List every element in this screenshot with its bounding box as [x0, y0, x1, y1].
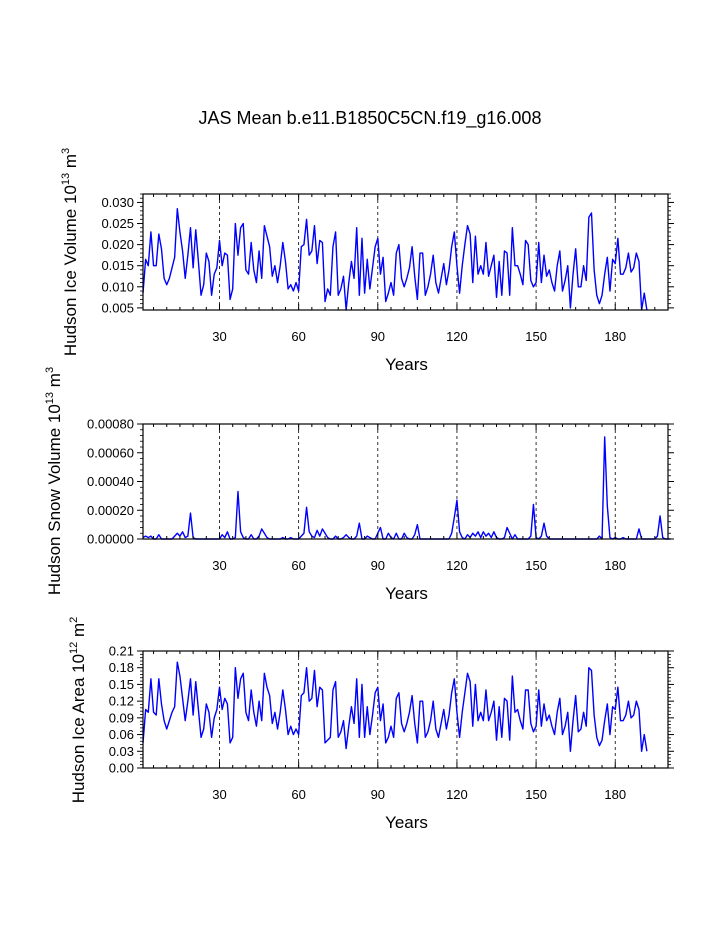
panel3-xtick-label: 180: [604, 787, 626, 802]
panel3-xtick-label: 90: [371, 787, 385, 802]
panel3-xtick-label: 150: [525, 787, 547, 802]
panel1-xtick-label: 60: [291, 329, 305, 344]
panel2-ytick-label: 0.00060: [87, 445, 134, 460]
panel2-ytick-label: 0.00000: [87, 532, 134, 547]
panel2-xtick-label: 90: [371, 558, 385, 573]
panel3-xtick-label: 120: [446, 787, 468, 802]
panel2-xtick-label: 180: [604, 558, 626, 573]
panel2-ytick-label: 0.00040: [87, 474, 134, 489]
panel3-plot-frame: [142, 650, 669, 769]
panel3-ytick-label: 0.21: [109, 644, 134, 659]
panel3-yaxis-title-exp: 12: [68, 642, 80, 654]
panel1-ytick-label: 0.030: [101, 195, 134, 210]
panel3-yaxis-title: Hudson Ice Area 1012 m2: [68, 617, 88, 804]
panel2-ytick-label: 0.00080: [87, 417, 134, 432]
panel2-xtick-label: 60: [291, 558, 305, 573]
panel1-yaxis-title-unit: m: [61, 154, 80, 173]
panel2-xtick-label: 150: [525, 558, 547, 573]
panel3-series-line-0: [142, 661, 648, 752]
panel3-ytick-label: 0.00: [109, 761, 134, 776]
panel3-yaxis-title-unit-exp: 2: [68, 617, 80, 623]
panel2-yaxis-title-unit: m: [45, 373, 64, 392]
panel3-ytick-label: 0.09: [109, 710, 134, 725]
panel1-xtick-label: 30: [212, 329, 226, 344]
panel1-xtick-label: 120: [446, 329, 468, 344]
panel3-ytick-label: 0.18: [109, 660, 134, 675]
panel1-series-line-0: [142, 208, 648, 311]
panel1-yaxis-title-main: Hudson Ice Volume 10: [61, 185, 80, 356]
panel1-ytick-label: 0.005: [101, 300, 134, 315]
panel2-yaxis-title-main: Hudson Snow Volume 10: [45, 404, 64, 595]
panel2-yaxis-title-unit-exp: 3: [44, 367, 56, 373]
panel3-ytick-label: 0.03: [109, 744, 134, 759]
panel2-yaxis-title-exp: 13: [44, 392, 56, 404]
panel2-yaxis-title: Hudson Snow Volume 1013 m3: [44, 367, 64, 595]
panel3-xtick-label: 60: [291, 787, 305, 802]
panel2-plot-frame: [142, 423, 669, 540]
panel2-xaxis-title: Years: [385, 584, 428, 603]
panel1-xtick-label: 90: [371, 329, 385, 344]
panel1-yaxis-title-unit-exp: 3: [60, 148, 72, 154]
panel1-ytick-label: 0.025: [101, 216, 134, 231]
panel1-xaxis-title: Years: [385, 355, 428, 374]
panel2-xtick-label: 30: [212, 558, 226, 573]
panel3-ytick-label: 0.12: [109, 694, 134, 709]
panel3-ytick-label: 0.06: [109, 727, 134, 742]
panel1-yaxis-title-exp: 13: [60, 173, 72, 185]
panel1-plot-frame: [142, 193, 669, 311]
panel1-xtick-label: 150: [525, 329, 547, 344]
panel2-ytick-label: 0.00020: [87, 503, 134, 518]
panel3-yaxis-title-main: Hudson Ice Area 10: [69, 654, 88, 803]
panel1-ytick-label: 0.015: [101, 258, 134, 273]
chart-title: JAS Mean b.e11.B1850C5CN.f19_g16.008: [199, 108, 542, 129]
panel2-xtick-label: 120: [446, 558, 468, 573]
panel1-xtick-label: 180: [604, 329, 626, 344]
panel1-ytick-label: 0.010: [101, 279, 134, 294]
panel3-ytick-label: 0.15: [109, 677, 134, 692]
panel3-xaxis-title: Years: [385, 813, 428, 832]
panel2-series-line-0: [142, 436, 671, 540]
panel1-ytick-label: 0.020: [101, 237, 134, 252]
panel1-yaxis-title: Hudson Ice Volume 1013 m3: [60, 148, 80, 356]
panel3-yaxis-title-unit: m: [69, 623, 88, 642]
panel3-xtick-label: 30: [212, 787, 226, 802]
